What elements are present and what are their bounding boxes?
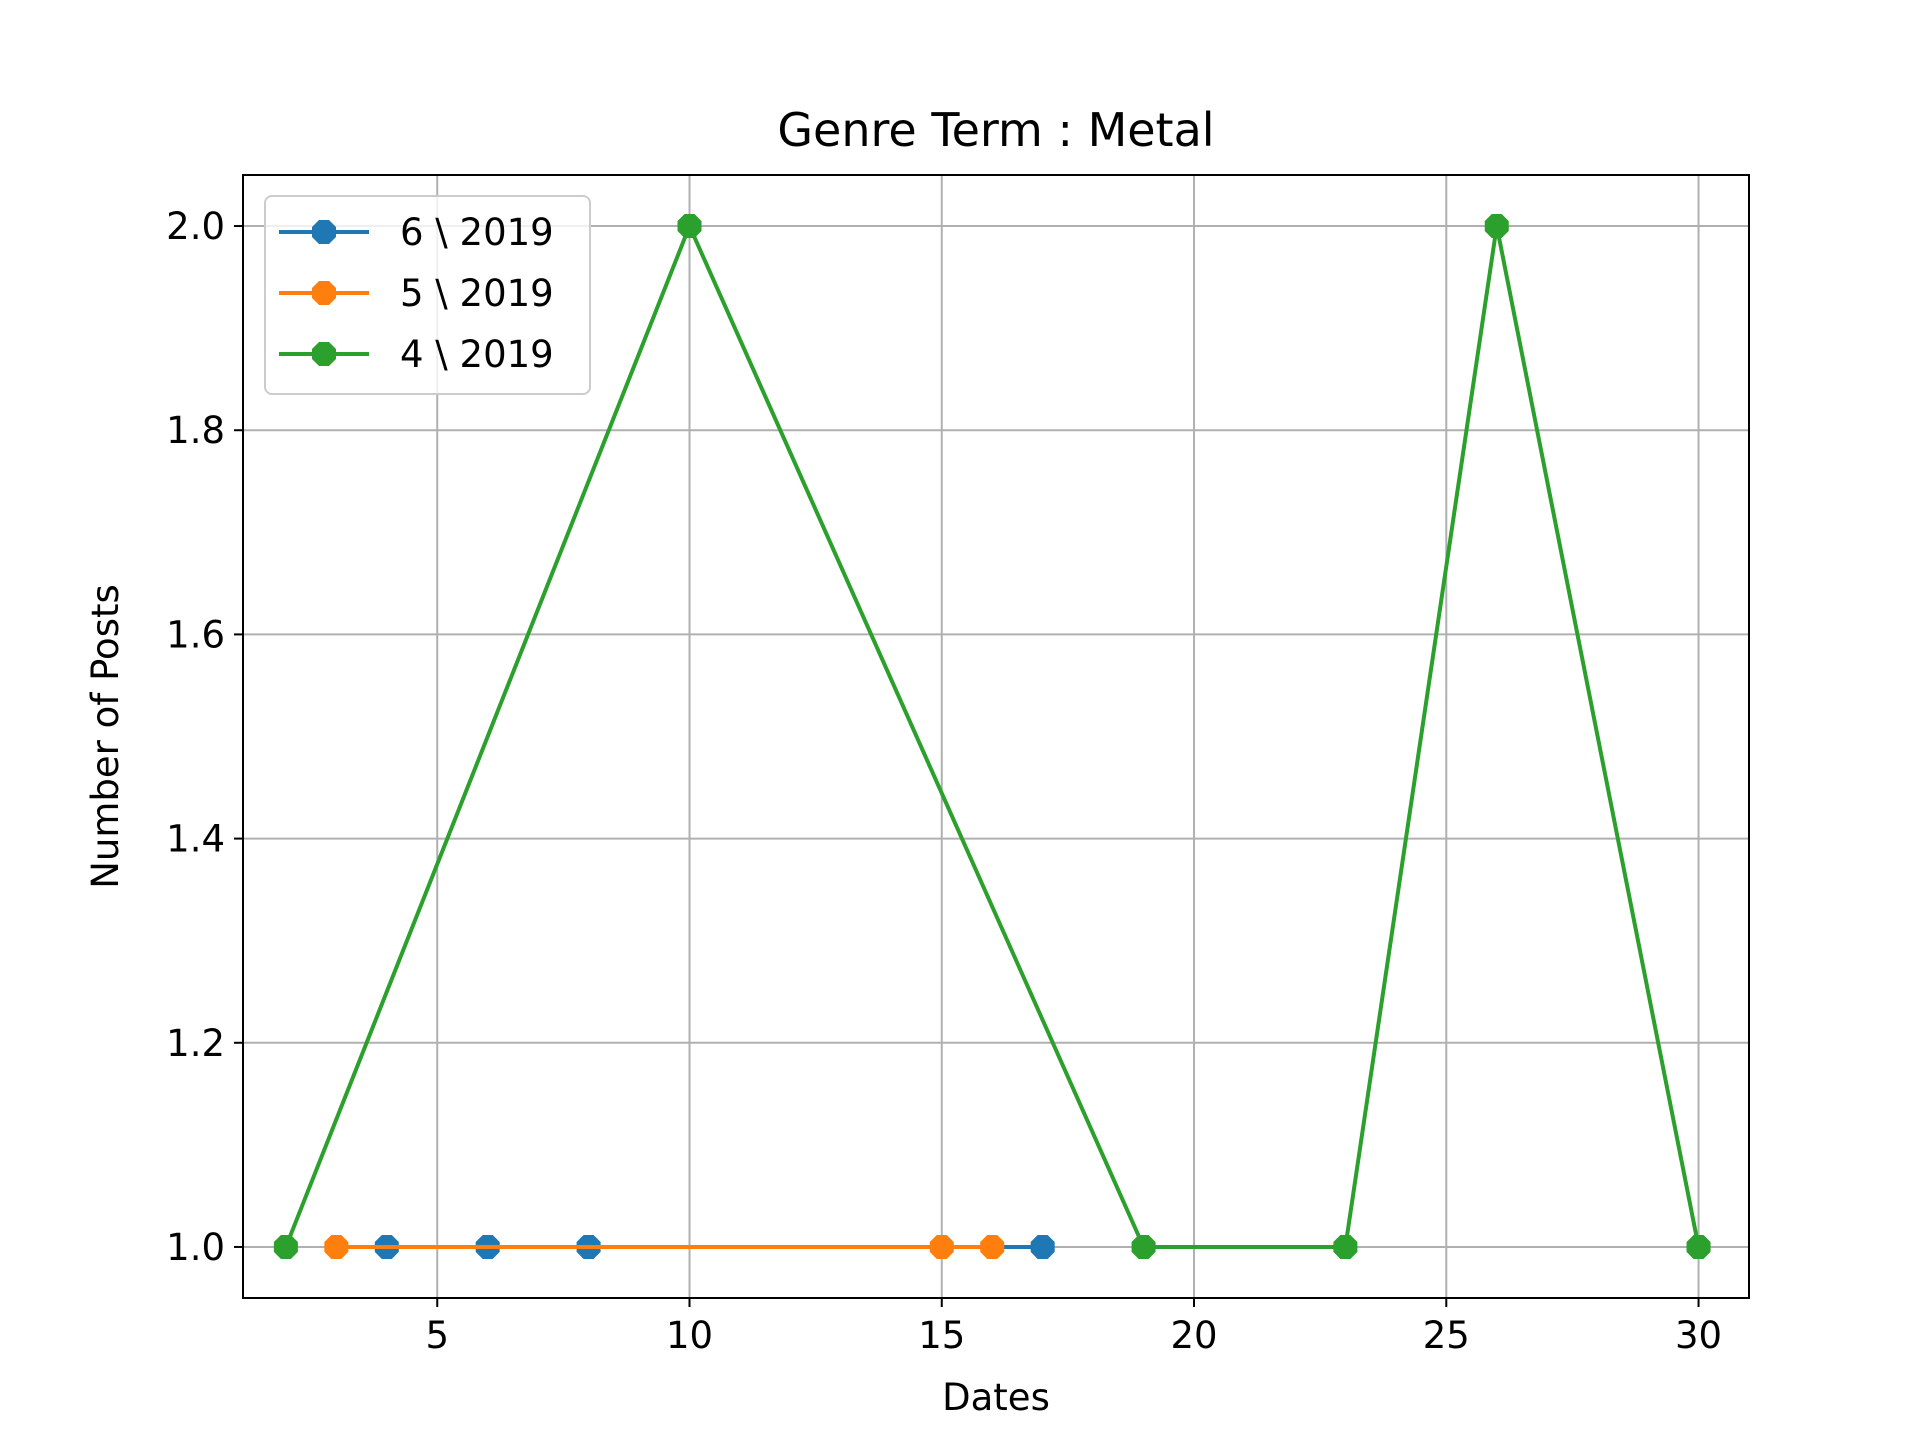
legend-marker bbox=[311, 219, 337, 245]
y-tick-label: 1.2 bbox=[166, 1022, 225, 1065]
plot-frame bbox=[242, 174, 1750, 1299]
series-1 bbox=[324, 1234, 1005, 1259]
y-tick-label: 1.8 bbox=[166, 409, 225, 452]
series-line bbox=[284, 224, 1701, 1249]
legend-box bbox=[264, 195, 591, 395]
data-point bbox=[1484, 214, 1509, 239]
y-tick-label: 1.6 bbox=[166, 613, 225, 656]
x-axis-label: Dates bbox=[942, 1376, 1050, 1419]
data-point bbox=[273, 1234, 298, 1259]
x-tick-label: 15 bbox=[918, 1314, 965, 1357]
x-tick-label: 5 bbox=[425, 1314, 449, 1357]
legend: 6 \ 2019 5 \ 2019 4 \ 2019 bbox=[264, 195, 591, 395]
legend-marker bbox=[311, 341, 337, 367]
legend-entry: 4 \ 2019 bbox=[279, 333, 554, 376]
y-tick-label: 1.0 bbox=[166, 1226, 225, 1269]
y-axis-label: Number of Posts bbox=[84, 584, 127, 889]
data-point bbox=[1030, 1234, 1055, 1259]
data-point bbox=[1333, 1234, 1358, 1259]
series-layer bbox=[273, 214, 1711, 1259]
data-point bbox=[1131, 1234, 1156, 1259]
chart-title: Genre Term : Metal bbox=[777, 103, 1214, 157]
grid bbox=[243, 175, 1749, 1298]
legend-entry: 5 \ 2019 bbox=[279, 272, 554, 315]
y-tick-label: 1.4 bbox=[166, 818, 225, 861]
data-point bbox=[677, 214, 702, 239]
data-point bbox=[324, 1234, 349, 1259]
x-tick-label: 25 bbox=[1423, 1314, 1470, 1357]
legend-label: 5 \ 2019 bbox=[400, 272, 554, 315]
x-tick-label: 10 bbox=[666, 1314, 713, 1357]
series-2 bbox=[273, 214, 1711, 1259]
x-tick-label: 30 bbox=[1675, 1314, 1722, 1357]
ticks: 5 10 15 20 25 30 1.0 1.2 1.4 1.6 1.8 2.0 bbox=[166, 205, 1722, 1357]
x-tick-label: 20 bbox=[1170, 1314, 1217, 1357]
data-point bbox=[980, 1234, 1005, 1259]
legend-entry: 6 \ 2019 bbox=[279, 211, 554, 254]
y-tick-label: 2.0 bbox=[166, 205, 225, 248]
legend-marker bbox=[311, 280, 337, 306]
data-point bbox=[1686, 1234, 1711, 1259]
legend-label: 6 \ 2019 bbox=[400, 211, 554, 254]
legend-label: 4 \ 2019 bbox=[400, 333, 554, 376]
data-point bbox=[929, 1234, 954, 1259]
